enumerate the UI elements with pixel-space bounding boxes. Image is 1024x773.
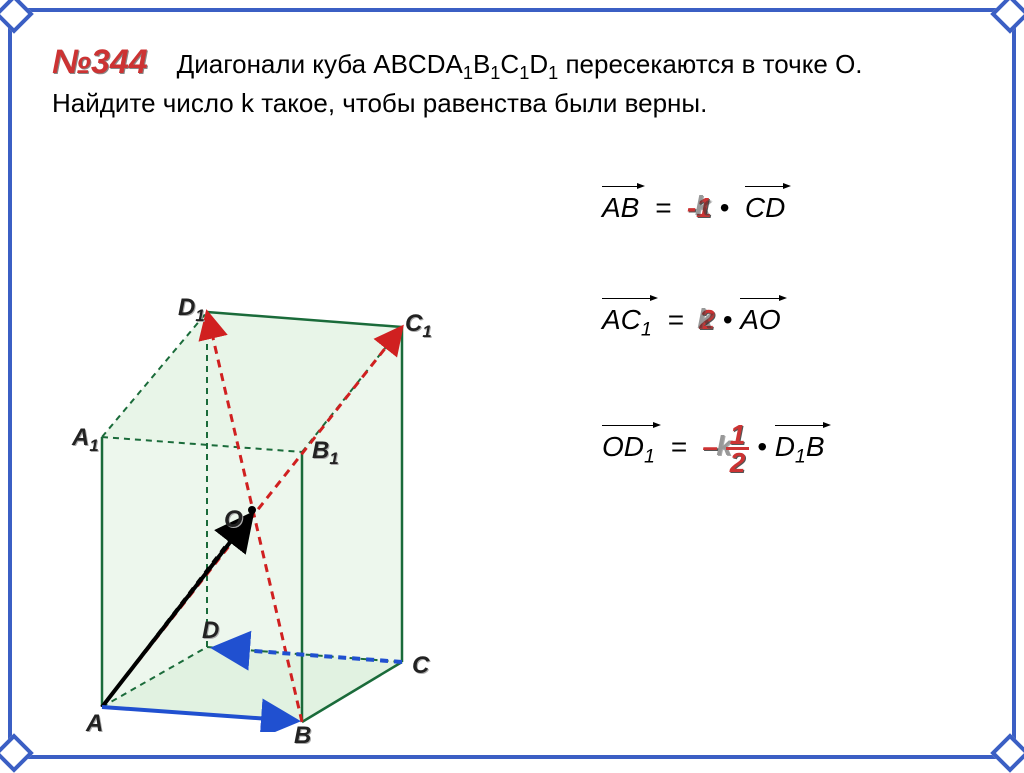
vector-AO: AO	[740, 304, 780, 336]
answer-2: k 2	[699, 304, 715, 336]
answer-3: k – 1 2	[702, 422, 749, 475]
equation-3: OD1 = k – 1 2 • D1B	[602, 422, 942, 475]
equation-block: AB = k -1 • CD AC1 = k 2 • AO OD1 =	[602, 192, 942, 555]
corner-deco	[0, 0, 34, 34]
answer-1: k -1	[687, 192, 712, 224]
vector-AB: AB	[602, 192, 639, 224]
problem-statement: №344 Диагонали куба ABCDA1B1C1D1 пересек…	[52, 40, 972, 121]
point-o	[248, 506, 256, 514]
cube-diagram: A B C D A1 B1 C1 D1 O	[72, 292, 522, 732]
equation-1: AB = k -1 • CD	[602, 192, 942, 224]
label-C1: C1	[405, 310, 432, 342]
label-A: A	[86, 710, 103, 738]
label-O: O	[224, 506, 243, 534]
label-B1: B1	[312, 437, 339, 469]
problem-number: №344	[52, 43, 148, 81]
label-D1: D1	[178, 294, 205, 326]
vector-AC1: AC1	[602, 304, 652, 342]
vector-D1B: D1B	[775, 431, 825, 469]
label-D: D	[202, 617, 219, 645]
label-A1: A1	[72, 424, 99, 456]
vector-CD: CD	[745, 192, 785, 224]
cube-svg	[72, 292, 522, 732]
slide-frame: №344 Диагонали куба ABCDA1B1C1D1 пересек…	[8, 8, 1016, 759]
corner-deco	[990, 0, 1024, 34]
label-C: C	[412, 652, 429, 680]
label-B: B	[294, 722, 311, 750]
vector-OD1: OD1	[602, 431, 655, 469]
equation-2: AC1 = k 2 • AO	[602, 304, 942, 342]
